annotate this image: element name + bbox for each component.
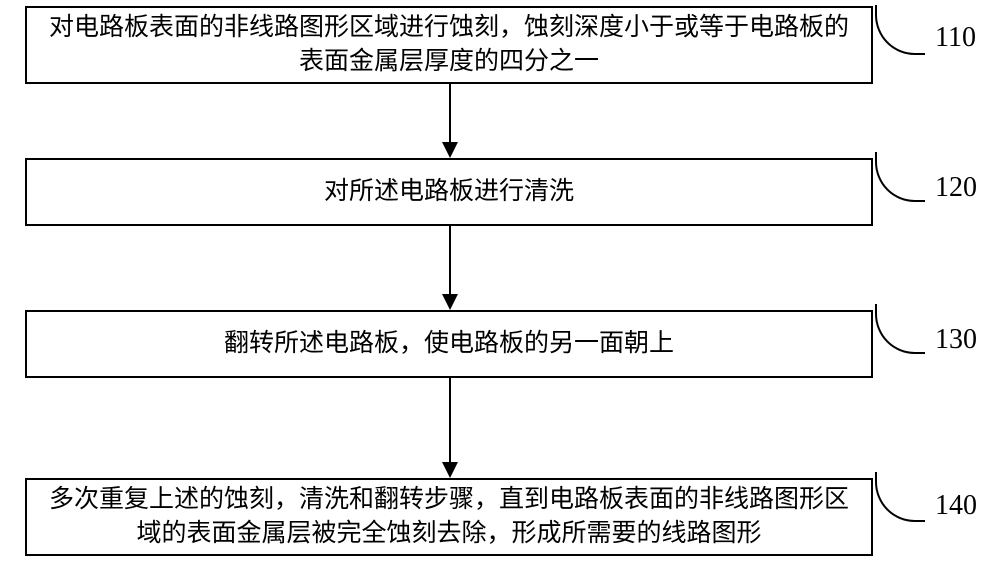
- step-label-120: 120: [935, 172, 977, 204]
- arrow-head-1: [442, 142, 458, 158]
- connector-curve-140: [875, 472, 925, 522]
- connector-curve-120: [875, 152, 925, 202]
- arrow-line-2: [449, 226, 451, 294]
- step-text-140: 多次重复上述的蚀刻，清洗和翻转步骤，直到电路板表面的非线路图形区域的表面金属层被…: [37, 483, 861, 551]
- flowchart-canvas: 对电路板表面的非线路图形区域进行蚀刻，蚀刻深度小于或等于电路板的表面金属层厚度的…: [0, 0, 1000, 579]
- arrow-line-1: [449, 84, 451, 142]
- step-box-130: 翻转所述电路板，使电路板的另一面朝上: [25, 310, 873, 378]
- step-box-110: 对电路板表面的非线路图形区域进行蚀刻，蚀刻深度小于或等于电路板的表面金属层厚度的…: [25, 6, 873, 84]
- step-box-120: 对所述电路板进行清洗: [25, 158, 873, 226]
- step-text-120: 对所述电路板进行清洗: [324, 175, 574, 209]
- step-text-110: 对电路板表面的非线路图形区域进行蚀刻，蚀刻深度小于或等于电路板的表面金属层厚度的…: [37, 11, 861, 79]
- arrow-head-2: [442, 294, 458, 310]
- arrow-line-3: [449, 378, 451, 462]
- step-text-130: 翻转所述电路板，使电路板的另一面朝上: [224, 327, 674, 361]
- step-label-110: 110: [935, 22, 976, 54]
- arrow-head-3: [442, 462, 458, 478]
- step-box-140: 多次重复上述的蚀刻，清洗和翻转步骤，直到电路板表面的非线路图形区域的表面金属层被…: [25, 478, 873, 556]
- step-label-140: 140: [935, 490, 977, 522]
- connector-curve-130: [875, 304, 925, 354]
- step-label-130: 130: [935, 324, 977, 356]
- connector-curve-110: [875, 5, 925, 55]
